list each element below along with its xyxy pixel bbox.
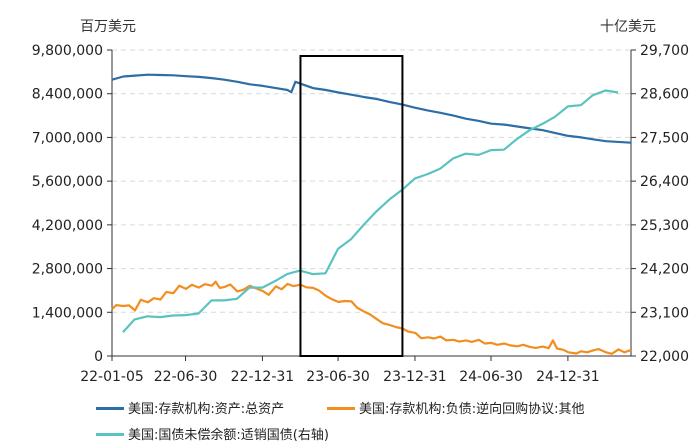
right-axis-unit: 十亿美元 (600, 19, 656, 35)
right-tick-label: 25,300 (640, 218, 689, 234)
x-tick-label: 22-06-30 (154, 369, 218, 385)
axes (111, 50, 632, 357)
legend-label-treasury: 美国:国债未偿余额:适销国债(右轴) (128, 428, 329, 443)
right-axis-ticks: 22,000 23,100 24,200 25,300 26,400 27,500 28,6… (631, 43, 689, 365)
left-tick-label: 0 (94, 349, 103, 365)
x-tick-label: 24-12-31 (536, 369, 600, 385)
legend-swatch-treasury (96, 433, 124, 436)
x-tick-label: 24-06-30 (459, 369, 523, 385)
x-tick-label: 22-01-05 (80, 369, 144, 385)
left-axis-unit: 百万美元 (80, 19, 136, 35)
left-tick-label: 1,400,000 (32, 305, 103, 321)
legend-label-reverse-repo: 美国:存款机构:负债:逆向回购协议:其他 (359, 402, 585, 417)
left-tick-label: 7,000,000 (32, 130, 103, 146)
x-tick-label: 23-06-30 (306, 369, 370, 385)
legend-item-total-assets: 美国:存款机构:资产:总资产 (96, 398, 284, 417)
series-line-treasury (122, 89, 619, 333)
legend-label-total-assets: 美国:存款机构:资产:总资产 (128, 402, 285, 417)
legend-swatch-total-assets (96, 407, 124, 410)
right-tick-label: 28,600 (640, 87, 689, 103)
right-tick-label: 22,000 (640, 349, 689, 365)
left-tick-label: 2,800,000 (32, 262, 103, 278)
legend-swatch-reverse-repo (327, 407, 355, 410)
right-tick-label: 26,400 (640, 174, 689, 190)
x-tick-label: 23-12-31 (383, 369, 447, 385)
gridlines (112, 49, 631, 313)
right-tick-label: 23,100 (640, 305, 689, 321)
left-tick-label: 8,400,000 (32, 87, 103, 103)
left-axis-ticks: 0 1,400,000 2,800,000 4,200,000 5,600,000 7,0… (32, 43, 112, 365)
left-tick-label: 4,200,000 (32, 218, 103, 234)
left-tick-label: 5,600,000 (32, 174, 103, 190)
right-tick-label: 29,700 (640, 43, 689, 59)
series-line-total-assets (111, 73, 632, 144)
legend-item-reverse-repo: 美国:存款机构:负债:逆向回购协议:其他 (327, 398, 585, 417)
left-tick-label: 9,800,000 (32, 43, 103, 59)
annotations (299, 55, 404, 357)
right-tick-label: 27,500 (640, 130, 689, 146)
right-tick-label: 24,200 (640, 262, 689, 278)
series-lines (111, 73, 632, 355)
legend-item-treasury: 美国:国债未偿余额:适销国债(右轴) (96, 424, 329, 443)
x-tick-label: 22-12-31 (231, 369, 295, 385)
series-line-reverse-repo (111, 280, 632, 355)
highlight-box (299, 55, 404, 357)
x-axis-ticks: 22-01-05 22-06-30 22-12-31 23-06-30 23-12-31… (80, 356, 600, 385)
